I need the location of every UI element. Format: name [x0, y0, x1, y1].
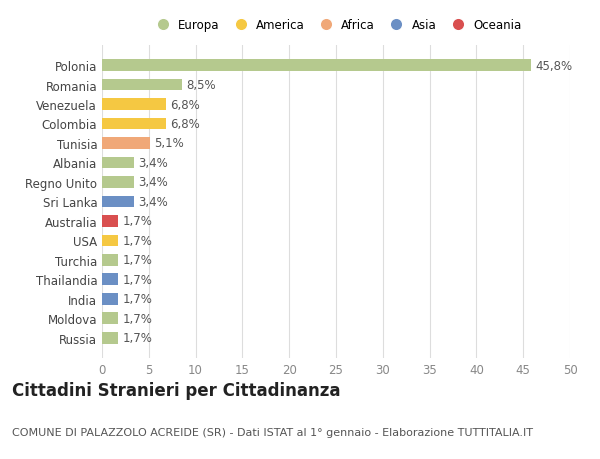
Text: 3,4%: 3,4%: [139, 176, 168, 189]
Text: 5,1%: 5,1%: [154, 137, 184, 150]
Bar: [102, 138, 150, 150]
Text: 3,4%: 3,4%: [139, 196, 168, 208]
Text: COMUNE DI PALAZZOLO ACREIDE (SR) - Dati ISTAT al 1° gennaio - Elaborazione TUTTI: COMUNE DI PALAZZOLO ACREIDE (SR) - Dati …: [12, 427, 533, 437]
Text: 6,8%: 6,8%: [170, 118, 200, 131]
Text: 1,7%: 1,7%: [122, 235, 152, 247]
Text: 1,7%: 1,7%: [122, 254, 152, 267]
Bar: [102, 235, 118, 246]
Text: 1,7%: 1,7%: [122, 293, 152, 306]
Bar: [102, 254, 118, 266]
Legend: Europa, America, Africa, Asia, Oceania: Europa, America, Africa, Asia, Oceania: [146, 14, 526, 37]
Bar: [102, 177, 134, 188]
Bar: [102, 196, 134, 208]
Text: 1,7%: 1,7%: [122, 215, 152, 228]
Bar: [102, 216, 118, 227]
Text: 1,7%: 1,7%: [122, 312, 152, 325]
Bar: [102, 332, 118, 344]
Bar: [102, 60, 530, 72]
Bar: [102, 313, 118, 325]
Text: 6,8%: 6,8%: [170, 98, 200, 111]
Text: 45,8%: 45,8%: [535, 59, 572, 73]
Bar: [102, 157, 134, 169]
Text: 3,4%: 3,4%: [139, 157, 168, 169]
Text: 8,5%: 8,5%: [186, 79, 216, 92]
Text: 1,7%: 1,7%: [122, 331, 152, 345]
Bar: [102, 118, 166, 130]
Bar: [102, 274, 118, 285]
Bar: [102, 293, 118, 305]
Text: Cittadini Stranieri per Cittadinanza: Cittadini Stranieri per Cittadinanza: [12, 381, 341, 399]
Bar: [102, 79, 182, 91]
Text: 1,7%: 1,7%: [122, 273, 152, 286]
Bar: [102, 99, 166, 111]
